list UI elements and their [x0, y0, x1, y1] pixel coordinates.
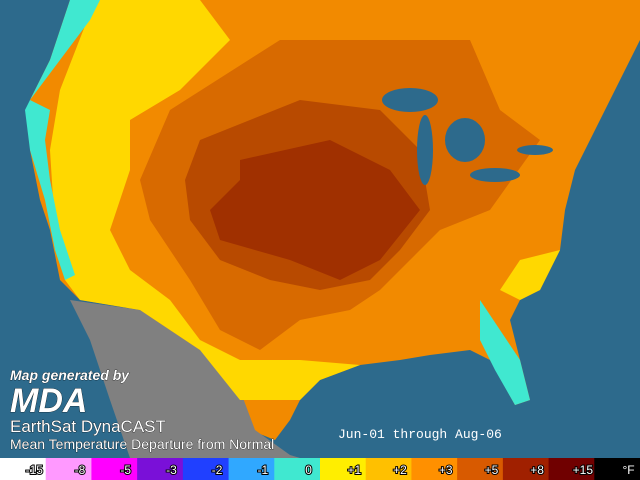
legend: -15 -8 -5 -3 -2 -1 0 +1 +2 +3 +5 +8 +15 °F — [0, 458, 640, 480]
legend-label: -5 — [120, 463, 131, 477]
legend-label: +15 — [573, 463, 594, 477]
legend-swatch — [228, 458, 275, 480]
yellow-zone — [500, 250, 560, 300]
legend-label: +2 — [393, 463, 407, 477]
legend-label: +3 — [439, 463, 453, 477]
lake — [517, 145, 553, 155]
legend-swatch — [365, 458, 412, 480]
legend-label: -8 — [75, 463, 86, 477]
cyan-zone — [25, 0, 100, 280]
legend-swatch — [548, 458, 595, 480]
product-name: EarthSat DynaCAST — [10, 417, 166, 436]
lake — [382, 88, 438, 112]
legend-swatch — [45, 458, 92, 480]
legend-swatch — [320, 458, 367, 480]
map-description: Mean Temperature Departure from Normal — [10, 436, 274, 452]
cyan-zone — [480, 300, 530, 405]
legend-swatch — [594, 458, 640, 480]
legend-swatch — [411, 458, 458, 480]
legend-label: -1 — [258, 463, 269, 477]
legend-swatch — [137, 458, 184, 480]
legend-swatch — [182, 458, 230, 480]
legend-label: -15 — [26, 463, 44, 477]
period: Jun-01 through Aug-06 — [338, 427, 502, 442]
lake — [470, 168, 520, 182]
core-zone — [210, 140, 420, 280]
legend-swatch — [274, 458, 321, 480]
lake — [417, 115, 433, 185]
logo: MDA — [10, 382, 87, 420]
yellow-zone — [50, 0, 360, 400]
legend-label: °F — [623, 463, 635, 477]
legend-swatch — [91, 458, 138, 480]
legend-label: -3 — [166, 463, 177, 477]
legend-swatch — [502, 458, 550, 480]
legend-label: +8 — [530, 463, 544, 477]
credit-line: Map generated by — [10, 367, 130, 383]
legend-label: +5 — [485, 463, 499, 477]
legend-label: 0 — [305, 463, 312, 477]
mexico — [70, 300, 300, 458]
legend-label: +1 — [347, 463, 361, 477]
legend-swatch — [457, 458, 504, 480]
lake — [445, 118, 485, 162]
legend-label: -2 — [212, 463, 223, 477]
legend-swatch — [0, 458, 47, 480]
